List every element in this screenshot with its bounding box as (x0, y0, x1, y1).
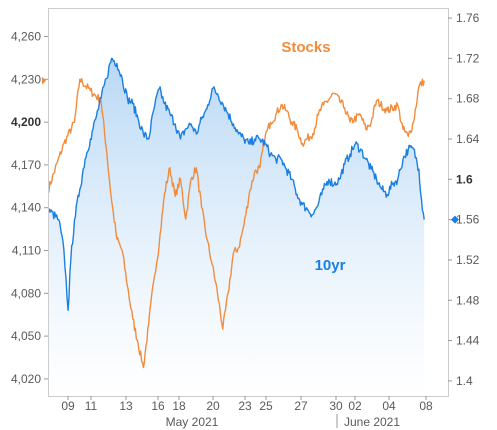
x-tick-label: 20 (206, 399, 220, 413)
right-tick-label: 1.72 (456, 51, 480, 65)
right-tick-label: 1.52 (456, 253, 480, 267)
left-tick-label: 4,260 (11, 30, 41, 44)
x-tick-label: 25 (259, 399, 273, 413)
stocks-last-value-marker (42, 76, 46, 85)
x-tick-label: 08 (419, 399, 433, 413)
right-tick-label: 1.48 (456, 293, 480, 307)
x-tick-label: 16 (151, 399, 165, 413)
month-label: June 2021 (344, 415, 400, 429)
left-tick-label: 4,020 (11, 372, 41, 386)
right-tick-label: 1.76 (456, 11, 480, 25)
left-tick-label: 4,080 (11, 286, 41, 300)
left-tick-label: 4,050 (11, 329, 41, 343)
right-tick-label: 1.68 (456, 92, 480, 106)
right-tick-label: 1.64 (456, 132, 480, 146)
left-tick-label: 4,140 (11, 201, 41, 215)
right-tick-label: 1.6 (456, 172, 473, 186)
x-tick-label: 11 (85, 399, 98, 413)
x-tick-label: 27 (294, 399, 308, 413)
x-tick-label: 30 (329, 399, 343, 413)
series-line-stocks (48, 77, 425, 369)
x-tick-label: 18 (172, 399, 186, 413)
x-tick-label: 04 (382, 399, 396, 413)
x-tick-label: 13 (119, 399, 133, 413)
x-tick-label: 09 (61, 399, 75, 413)
x-tick-label: 02 (348, 399, 362, 413)
yield-last-value-marker (451, 215, 459, 224)
plot-frame (48, 8, 449, 397)
left-tick-label: 4,170 (11, 158, 41, 172)
series-label-10yr: 10yr (315, 257, 346, 274)
series-line-10yr (48, 57, 425, 311)
left-tick-label: 4,230 (11, 72, 41, 86)
series-label-stocks: Stocks (281, 39, 330, 56)
month-label: May 2021 (166, 415, 219, 429)
left-tick-label: 4,200 (11, 115, 41, 129)
x-tick-label: 23 (238, 399, 252, 413)
area-fill-10yr (48, 58, 425, 396)
right-tick-label: 1.56 (456, 213, 480, 227)
right-tick-label: 1.4 (456, 374, 473, 388)
right-tick-label: 1.44 (456, 334, 480, 348)
left-tick-label: 4,110 (12, 244, 41, 258)
